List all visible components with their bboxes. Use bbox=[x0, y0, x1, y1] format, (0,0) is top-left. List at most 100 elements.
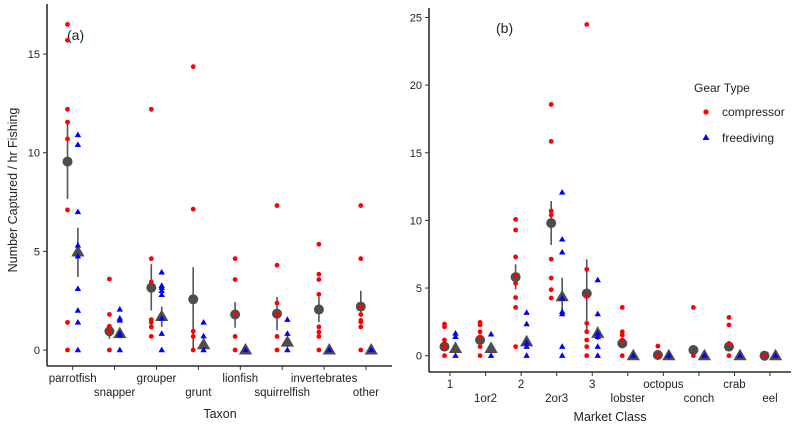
data-point bbox=[558, 352, 566, 358]
data-point bbox=[452, 352, 459, 358]
data-point bbox=[274, 347, 280, 353]
data-point bbox=[358, 319, 364, 325]
data-point bbox=[594, 329, 601, 336]
x-tick-label: 1 bbox=[447, 379, 453, 391]
data-point bbox=[158, 346, 165, 353]
data-point bbox=[74, 242, 82, 248]
mean-marker bbox=[280, 335, 295, 347]
data-point bbox=[316, 333, 322, 339]
data-point bbox=[358, 256, 364, 262]
mean-marker bbox=[688, 345, 699, 356]
data-point bbox=[232, 333, 238, 339]
legend-freediving-label: freediving bbox=[722, 131, 774, 145]
data-point bbox=[594, 343, 601, 349]
mean-marker bbox=[581, 288, 592, 299]
data-point bbox=[107, 276, 112, 282]
mean-marker bbox=[196, 337, 211, 350]
data-point bbox=[523, 339, 530, 345]
data-point bbox=[316, 241, 322, 247]
x-tick-label: other bbox=[353, 387, 379, 399]
data-point bbox=[158, 291, 165, 297]
data-point bbox=[726, 322, 732, 328]
data-point bbox=[148, 319, 154, 325]
x-tick-label: eel bbox=[762, 393, 777, 405]
data-point bbox=[548, 275, 554, 281]
mean-marker bbox=[617, 338, 628, 349]
data-point bbox=[274, 312, 280, 317]
data-point bbox=[116, 331, 124, 338]
data-point bbox=[477, 329, 483, 335]
x-tick-label: conch bbox=[684, 393, 715, 405]
data-point bbox=[594, 352, 601, 358]
data-point bbox=[158, 268, 165, 275]
data-point bbox=[513, 280, 519, 286]
data-point bbox=[190, 64, 196, 70]
data-point bbox=[242, 346, 249, 353]
data-point bbox=[772, 352, 779, 358]
x-tick-label: 1or2 bbox=[474, 393, 497, 405]
data-point bbox=[487, 352, 495, 358]
data-point bbox=[655, 353, 661, 359]
data-point bbox=[584, 329, 590, 335]
data-point bbox=[316, 291, 322, 297]
data-point bbox=[190, 328, 196, 334]
data-point bbox=[442, 344, 447, 350]
data-point bbox=[232, 277, 238, 282]
data-point bbox=[158, 330, 165, 336]
data-point bbox=[358, 324, 364, 330]
mean-marker bbox=[484, 341, 498, 353]
data-point bbox=[65, 347, 70, 353]
x-tick-label: invertebrates bbox=[291, 373, 358, 385]
series-compressor bbox=[439, 22, 770, 361]
data-point bbox=[190, 206, 196, 212]
data-point bbox=[594, 276, 601, 283]
data-point bbox=[284, 346, 291, 353]
series-freediving bbox=[71, 131, 378, 355]
data-point bbox=[65, 136, 70, 142]
data-point bbox=[74, 346, 82, 353]
data-point bbox=[619, 304, 625, 310]
data-point bbox=[619, 353, 625, 359]
data-point bbox=[107, 323, 112, 329]
data-point bbox=[65, 106, 70, 112]
y-tick-label: 5 bbox=[34, 246, 40, 258]
data-point bbox=[148, 256, 154, 262]
data-point bbox=[316, 329, 322, 335]
data-point bbox=[148, 324, 154, 330]
data-point bbox=[477, 322, 483, 328]
data-point bbox=[726, 315, 732, 320]
data-point bbox=[584, 320, 590, 326]
data-point bbox=[284, 330, 291, 336]
data-point bbox=[74, 307, 82, 313]
mean-marker bbox=[313, 304, 324, 315]
data-point bbox=[548, 208, 554, 214]
legend-title: Gear Type bbox=[694, 81, 750, 95]
data-point bbox=[584, 22, 590, 27]
data-point bbox=[274, 300, 280, 306]
data-point bbox=[284, 316, 291, 322]
data-point bbox=[584, 266, 590, 272]
x-tick-label: snapper bbox=[94, 387, 136, 399]
data-point bbox=[158, 315, 165, 321]
y-tick-label: 5 bbox=[416, 283, 422, 295]
data-point bbox=[558, 343, 566, 349]
data-point bbox=[523, 352, 530, 358]
data-point bbox=[548, 138, 554, 144]
data-point bbox=[148, 333, 154, 339]
data-point bbox=[665, 352, 673, 358]
data-point bbox=[558, 310, 566, 317]
data-point bbox=[452, 333, 459, 339]
data-point bbox=[200, 332, 207, 339]
data-point bbox=[358, 312, 364, 317]
data-point bbox=[358, 203, 364, 208]
data-point bbox=[148, 279, 154, 285]
data-point bbox=[584, 337, 590, 343]
data-point bbox=[558, 235, 566, 242]
data-point bbox=[655, 343, 661, 349]
data-point bbox=[558, 294, 566, 301]
data-point bbox=[116, 305, 124, 312]
y-tick-label: 10 bbox=[410, 215, 422, 227]
data-point bbox=[107, 347, 112, 353]
series-compressor bbox=[62, 22, 366, 353]
